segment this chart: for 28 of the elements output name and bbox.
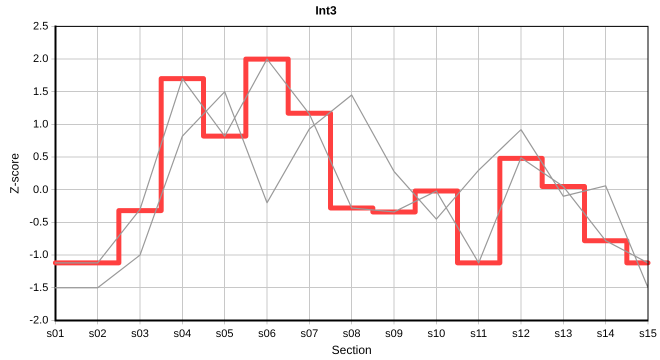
x-tick-label: s10 (427, 328, 446, 340)
x-tick-label: s05 (216, 328, 234, 340)
y-tick-label: 1.5 (33, 86, 48, 98)
y-tick-label: 1.0 (33, 118, 48, 130)
y-tick-label: 2.5 (33, 20, 48, 32)
x-tick-label: s03 (131, 328, 149, 340)
x-tick-label: s12 (512, 328, 530, 340)
x-tick-label: s11 (470, 328, 488, 340)
y-tick-label: 0.5 (33, 151, 48, 164)
y-axis-title: Z-score (8, 152, 22, 194)
y-tick-label: 0.0 (33, 184, 48, 196)
x-tick-label: s01 (46, 328, 64, 340)
x-tick-label: s02 (88, 328, 107, 340)
y-tick-label: -0.5 (29, 216, 48, 228)
x-tick-label: s13 (554, 328, 572, 340)
x-tick-label: s07 (300, 328, 318, 340)
y-tick-label: 2.0 (33, 53, 48, 66)
x-tick-label: s08 (342, 328, 361, 340)
x-tick-label: s15 (639, 328, 657, 340)
chart-title: Int3 (315, 4, 337, 18)
y-tick-label: -2.0 (29, 314, 48, 326)
x-tick-label: s14 (596, 328, 615, 340)
x-axis-title: Section (332, 343, 372, 358)
x-tick-label: s09 (385, 328, 403, 340)
y-tick-label: -1.0 (29, 249, 48, 262)
x-tick-label: s06 (258, 328, 276, 340)
y-tick-label: -1.5 (29, 282, 48, 294)
x-tick-label: s04 (173, 328, 192, 340)
